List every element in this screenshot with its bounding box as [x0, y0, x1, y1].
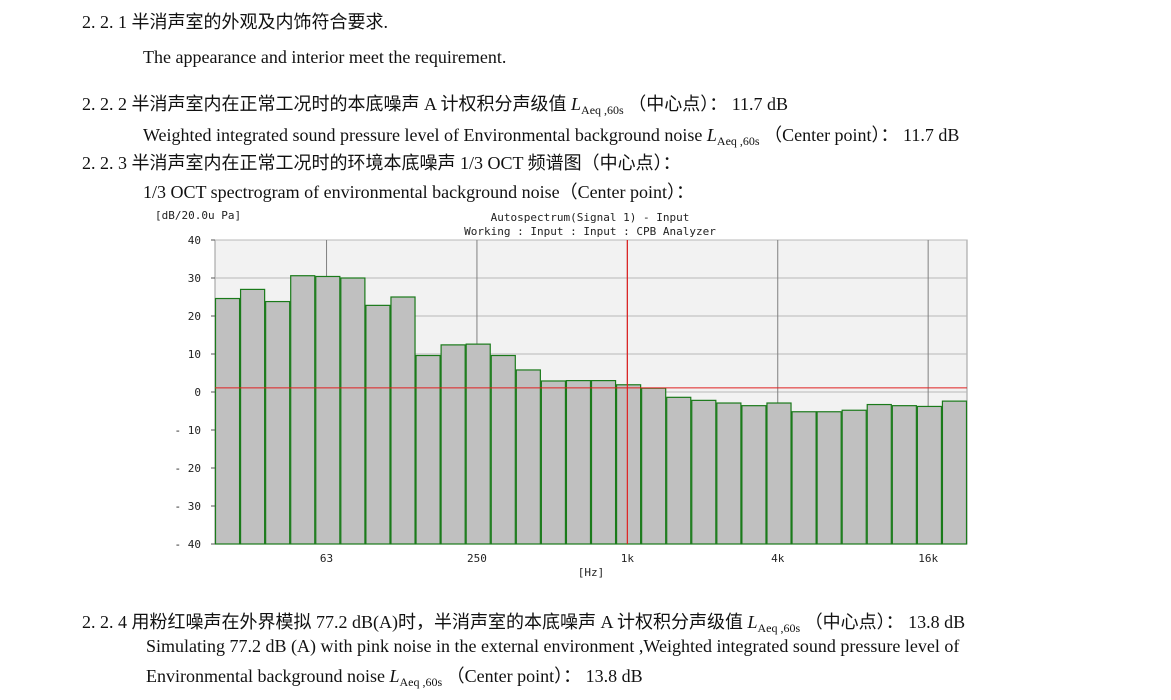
symbol-l: L	[706, 125, 717, 145]
section-text-zh: 用粉红噪声在外界模拟 77.2 dB(A)时，半消声室的本底噪声 A 计权积分声…	[131, 612, 748, 632]
s224-en-1: Simulating 77.2 dB (A) with pink noise i…	[146, 635, 959, 657]
spectrum-bar	[565, 380, 592, 545]
x-tick-label: 4k	[771, 552, 785, 565]
s224-zh: 2. 2. 4 用粉红噪声在外界模拟 77.2 dB(A)时，半消声室的本底噪声…	[82, 611, 965, 639]
spectrum-bar	[941, 400, 968, 545]
y-tick-label: 30	[188, 272, 201, 285]
x-tick-label: 1k	[621, 552, 635, 565]
spectrum-bar	[540, 380, 567, 545]
section-text-zh-suffix: （中心点）： 11.7 dB	[623, 94, 789, 114]
spectrum-bar	[641, 387, 667, 545]
symbol-l: L	[389, 666, 400, 686]
s224-en-2: Environmental background noise LAeq ,60s…	[146, 665, 643, 693]
spectrum-bar	[716, 402, 742, 545]
x-tick-label: 63	[320, 552, 333, 565]
y-tick-label: 40	[188, 234, 201, 247]
spectrum-bar	[791, 411, 817, 545]
y-tick-label: - 30	[175, 500, 202, 513]
spectrum-bar	[691, 399, 717, 545]
spectrum-chart: 40 30 20 10 0 - 10 - 20 - 30 - 40 63 250 1k 4k 16k Aut…	[150, 207, 980, 585]
spectrum-bar	[340, 277, 366, 545]
chart-title: Autospectrum(Signal 1) - Input	[491, 211, 690, 224]
x-axis-label: [Hz]	[578, 566, 605, 579]
spectrum-bar	[265, 300, 291, 545]
spectrum-bar	[816, 411, 842, 545]
symbol-subscript: Aeq ,60s	[757, 621, 801, 635]
spectrum-bar	[916, 405, 943, 545]
section-text-en: The appearance and interior meet the req…	[143, 47, 507, 67]
spectrum-bar	[490, 354, 516, 545]
section-text-zh: 半消声室的外观及内饰符合要求.	[131, 12, 389, 32]
symbol-l: L	[747, 612, 758, 632]
section-text-zh: 半消声室内在正常工况时的本底噪声 A 计权积分声级值	[131, 94, 572, 114]
section-text-en: Weighted integrated sound pressure level…	[143, 125, 707, 145]
y-tick-label: - 10	[175, 424, 202, 437]
section-number: 2. 2. 2	[82, 94, 127, 114]
s223-en: 1/3 OCT spectrogram of environmental bac…	[143, 181, 694, 203]
spectrum-bar	[590, 380, 617, 545]
section-number: 2. 2. 4	[82, 612, 127, 632]
s222-zh: 2. 2. 2 半消声室内在正常工况时的本底噪声 A 计权积分声级值 LAeq …	[82, 93, 788, 121]
spectrum-bar	[866, 403, 892, 545]
spectrum-bar	[365, 304, 391, 545]
spectrum-bar	[214, 297, 241, 545]
s221-zh: 2. 2. 1 半消声室的外观及内饰符合要求.	[82, 11, 388, 33]
spectrum-bar	[315, 275, 341, 545]
spectrum-bar	[239, 288, 266, 545]
y-tick-label: - 20	[175, 462, 202, 475]
symbol-subscript: Aeq ,60s	[581, 103, 624, 117]
y-tick-label: 10	[188, 348, 201, 361]
spectrum-bar	[766, 402, 792, 545]
section-text-zh: 半消声室内在正常工况时的环境本底噪声 1/3 OCT 频谱图（中心点）：	[131, 153, 681, 173]
spectrum-chart-svg: 40 30 20 10 0 - 10 - 20 - 30 - 40 63 250 1k 4k 16k Aut…	[155, 209, 968, 579]
section-text-en-suffix: （Center point）： 13.8 dB	[442, 666, 643, 686]
spectrum-bar	[666, 396, 692, 545]
spectrum-bar	[615, 384, 642, 545]
section-number: 2. 2. 3	[82, 153, 127, 173]
spectrum-bar	[841, 409, 867, 545]
x-tick-label: 16k	[918, 552, 938, 565]
s222-en: Weighted integrated sound pressure level…	[143, 124, 959, 152]
spectrum-bar	[390, 296, 416, 545]
section-text-en-suffix: （Center point）： 11.7 dB	[759, 125, 960, 145]
section-number: 2. 2. 1	[82, 12, 127, 32]
section-text-en: 1/3 OCT spectrogram of environmental bac…	[143, 182, 695, 202]
x-tick-label: 250	[467, 552, 487, 565]
spectrum-bar	[290, 275, 316, 545]
spectrum-bar	[891, 405, 917, 545]
spectrum-bar	[741, 405, 767, 545]
symbol-l: L	[571, 94, 582, 114]
chart-subtitle: Working : Input : Input : CPB Analyzer	[464, 225, 716, 238]
section-text-zh-suffix: （中心点）： 13.8 dB	[800, 612, 966, 632]
y-tick-label: 0	[194, 386, 201, 399]
y-tick-label: - 40	[175, 538, 202, 551]
section-text-en: Environmental background noise	[146, 666, 390, 686]
y-axis-label: [dB/20.0u Pa]	[155, 209, 241, 222]
symbol-subscript: Aeq ,60s	[399, 675, 443, 689]
y-tick-label: 20	[188, 310, 201, 323]
spectrum-bar	[415, 354, 441, 545]
symbol-subscript: Aeq ,60s	[716, 134, 760, 148]
s223-zh: 2. 2. 3 半消声室内在正常工况时的环境本底噪声 1/3 OCT 频谱图（中…	[82, 152, 681, 174]
s221-en: The appearance and interior meet the req…	[143, 46, 506, 68]
section-text-en: Simulating 77.2 dB (A) with pink noise i…	[146, 636, 960, 656]
spectrum-bar	[515, 369, 541, 545]
spectrum-bar	[440, 344, 466, 545]
spectrum-bar	[465, 343, 491, 545]
